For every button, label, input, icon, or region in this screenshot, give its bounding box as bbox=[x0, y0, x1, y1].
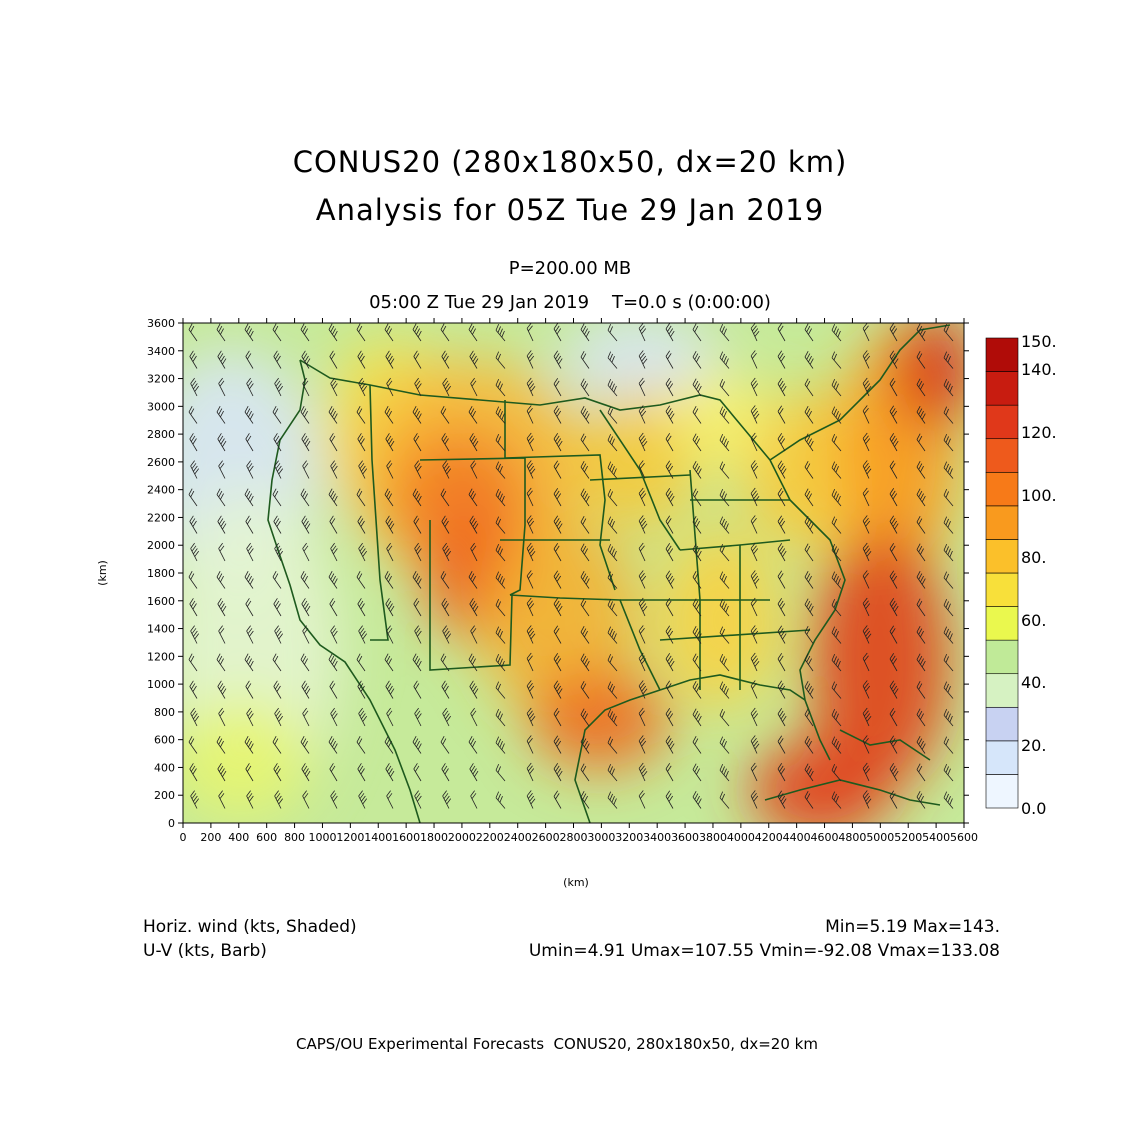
map-outlines bbox=[267, 324, 951, 823]
x-tick-label: 3600 bbox=[671, 831, 699, 844]
colorbar-label: 60. bbox=[1021, 611, 1046, 630]
colorbar-label: 0.0 bbox=[1021, 799, 1046, 818]
colorbar-label: 140. bbox=[1021, 360, 1057, 379]
colorbar-label: 120. bbox=[1021, 423, 1057, 442]
colorbar-label: 80. bbox=[1021, 548, 1046, 567]
y-tick-label: 1000 bbox=[147, 678, 175, 691]
y-tick-label: 2200 bbox=[147, 511, 175, 524]
colorbar-swatch bbox=[985, 337, 1019, 372]
colorbar-swatch bbox=[985, 572, 1019, 607]
x-tick-label: 3800 bbox=[699, 831, 727, 844]
colorbar-swatch bbox=[985, 606, 1019, 641]
x-tick-label: 1800 bbox=[420, 831, 448, 844]
footer-credit: CAPS/OU Experimental Forecasts CONUS20, … bbox=[296, 1035, 818, 1053]
colorbar-swatch bbox=[985, 673, 1019, 708]
x-tick-label: 2600 bbox=[532, 831, 560, 844]
y-tick-label: 2800 bbox=[147, 428, 175, 441]
x-tick-label: 4000 bbox=[727, 831, 755, 844]
colorbar-swatch bbox=[985, 404, 1019, 440]
x-tick-label: 200 bbox=[200, 831, 221, 844]
x-tick-label: 1400 bbox=[364, 831, 392, 844]
y-tick-label: 200 bbox=[154, 789, 175, 802]
x-tick-label: 3200 bbox=[615, 831, 643, 844]
y-tick-label: 400 bbox=[154, 761, 175, 774]
x-tick-label: 400 bbox=[228, 831, 249, 844]
legend-uv-stats: Umin=4.91 Umax=107.55 Vmin=-92.08 Vmax=1… bbox=[528, 941, 1000, 961]
colorbar-swatch bbox=[985, 505, 1019, 540]
y-tick-label: 1400 bbox=[147, 623, 175, 636]
colorbar-swatch bbox=[985, 706, 1019, 742]
colorbar-label: 100. bbox=[1021, 486, 1057, 505]
plot-title: CONUS20 (280x180x50, dx=20 km) bbox=[292, 145, 848, 179]
x-tick-label: 1000 bbox=[308, 831, 336, 844]
x-tick-label: 5200 bbox=[894, 831, 922, 844]
x-tick-label: 2000 bbox=[448, 831, 476, 844]
x-tick-label: 3400 bbox=[643, 831, 671, 844]
valid-time: 05:00 Z Tue 29 Jan 2019 T=0.0 s (0:00:00… bbox=[369, 292, 771, 313]
y-tick-label: 0 bbox=[168, 817, 175, 830]
colorbar-label: 150. bbox=[1021, 332, 1057, 351]
colorbar-swatch bbox=[985, 774, 1019, 809]
pressure-level: P=200.00 MB bbox=[508, 258, 632, 279]
y-axis-label: (km) bbox=[96, 560, 109, 586]
y-tick-label: 800 bbox=[154, 706, 175, 719]
legend-shaded-field: Horiz. wind (kts, Shaded) bbox=[143, 917, 357, 937]
legend-barb-field: U-V (kts, Barb) bbox=[143, 941, 267, 961]
x-tick-label: 4200 bbox=[755, 831, 783, 844]
y-axis-ticks: 0 200 400 600 800 1000 1200 1400 1600 1800 2000 220… bbox=[147, 317, 969, 830]
y-tick-label: 1600 bbox=[147, 595, 175, 608]
x-tick-label: 5600 bbox=[950, 831, 978, 844]
y-tick-label: 3600 bbox=[147, 317, 175, 330]
x-tick-label: 5000 bbox=[866, 831, 894, 844]
x-tick-label: 2200 bbox=[476, 831, 504, 844]
colorbar-swatch bbox=[985, 471, 1019, 507]
x-tick-label: 1600 bbox=[392, 831, 420, 844]
colorbar-swatch bbox=[985, 639, 1019, 675]
x-tick-label: 4600 bbox=[811, 831, 839, 844]
wind-map: 0 200 400 600 800 1000 1200 1400 1600 1800 2000 220… bbox=[96, 317, 1057, 889]
y-tick-label: 2400 bbox=[147, 484, 175, 497]
x-tick-label: 5400 bbox=[922, 831, 950, 844]
y-tick-label: 2000 bbox=[147, 539, 175, 552]
legend-minmax: Min=5.19 Max=143. bbox=[825, 917, 1000, 937]
colorbar-label: 20. bbox=[1021, 736, 1046, 755]
x-tick-label: 4800 bbox=[838, 831, 866, 844]
colorbar-swatch bbox=[985, 740, 1019, 775]
y-tick-label: 1800 bbox=[147, 567, 175, 580]
colorbar-label: 40. bbox=[1021, 673, 1046, 692]
colorbar: 0.0 20. 40. 60. 80. 100. 120. 140. 150. bbox=[985, 332, 1057, 818]
colorbar-swatch bbox=[985, 438, 1019, 473]
y-tick-label: 600 bbox=[154, 734, 175, 747]
x-axis-ticks: 0 200 400 600 800 1000 1200 1400 1600 1800 2000 220… bbox=[180, 318, 978, 844]
colorbar-swatch bbox=[985, 539, 1019, 574]
x-tick-label: 3000 bbox=[587, 831, 615, 844]
y-tick-label: 2600 bbox=[147, 456, 175, 469]
y-tick-label: 3000 bbox=[147, 400, 175, 413]
x-tick-label: 1200 bbox=[336, 831, 364, 844]
x-tick-label: 4400 bbox=[783, 831, 811, 844]
plot-subtitle: Analysis for 05Z Tue 29 Jan 2019 bbox=[315, 193, 825, 227]
y-tick-label: 3400 bbox=[147, 345, 175, 358]
wind-barbs bbox=[188, 323, 954, 809]
x-tick-label: 800 bbox=[284, 831, 305, 844]
y-tick-label: 3200 bbox=[147, 373, 175, 386]
colorbar-swatch bbox=[985, 371, 1019, 406]
x-axis-label: (km) bbox=[563, 876, 589, 889]
x-tick-label: 2800 bbox=[560, 831, 588, 844]
x-tick-label: 0 bbox=[180, 831, 187, 844]
y-tick-label: 1200 bbox=[147, 650, 175, 663]
x-tick-label: 2400 bbox=[504, 831, 532, 844]
x-tick-label: 600 bbox=[256, 831, 277, 844]
